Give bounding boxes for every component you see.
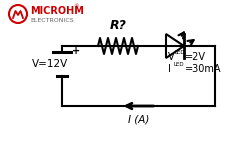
Text: MICROHM: MICROHM — [30, 6, 84, 16]
Text: I: I — [168, 64, 171, 74]
Text: ELECTRONICS: ELECTRONICS — [30, 18, 74, 22]
Text: LED: LED — [174, 51, 185, 55]
Text: R?: R? — [110, 19, 126, 32]
Text: =2V: =2V — [185, 52, 206, 62]
Text: ®: ® — [73, 4, 78, 10]
Text: V=12V: V=12V — [32, 59, 68, 69]
Text: =30mA: =30mA — [185, 64, 222, 74]
Text: LED: LED — [173, 62, 184, 68]
Text: I (A): I (A) — [128, 115, 149, 125]
Text: V: V — [168, 52, 174, 62]
Text: +: + — [72, 46, 80, 56]
